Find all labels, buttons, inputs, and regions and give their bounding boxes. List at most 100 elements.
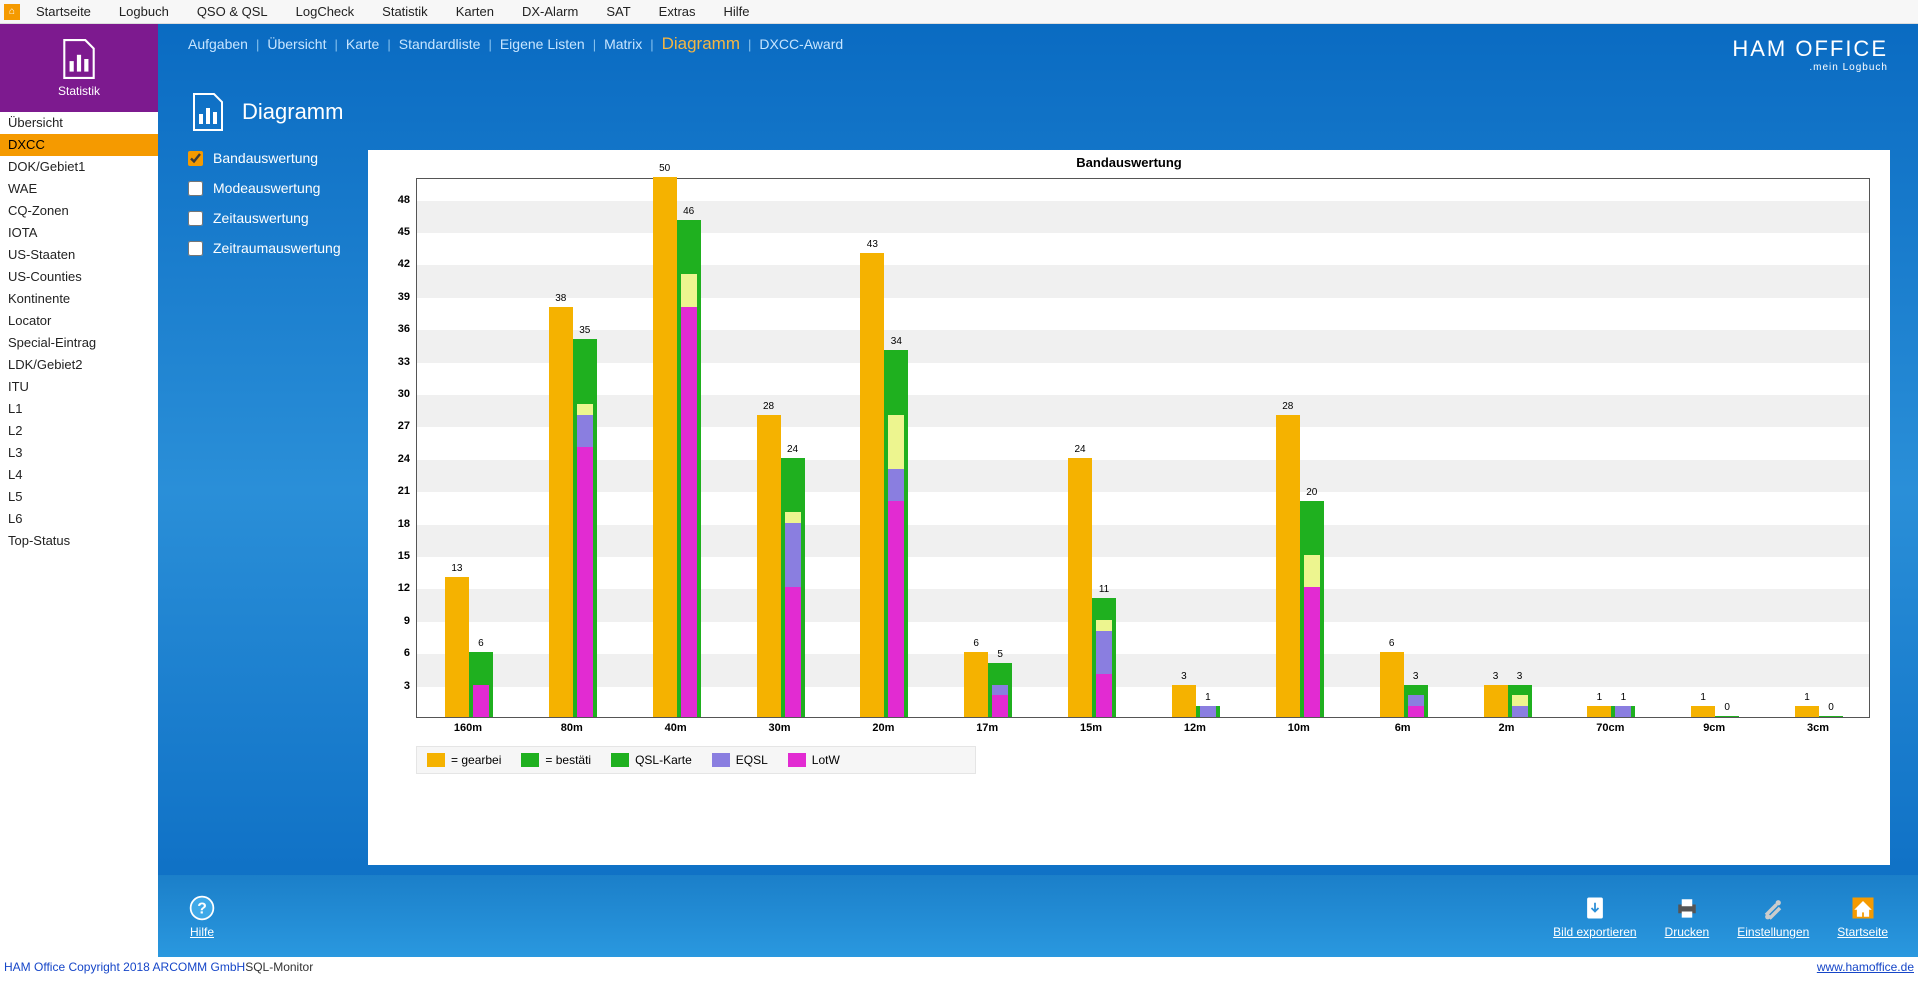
sql-monitor-label[interactable]: SQL-Monitor (245, 960, 313, 974)
ytick: 18 (398, 518, 410, 530)
bar: 35 (573, 339, 597, 717)
checkbox-zeitraumauswertung[interactable] (188, 241, 203, 256)
sidebar-item-special-eintrag[interactable]: Special-Eintrag (0, 332, 158, 354)
website-link[interactable]: www.hamoffice.de (1817, 960, 1914, 974)
bar-group: 10 (1691, 706, 1739, 717)
subnav-aufgaben[interactable]: Aufgaben (188, 36, 248, 52)
menu-karten[interactable]: Karten (442, 2, 508, 21)
check-zeitraumauswertung[interactable]: Zeitraumauswertung (188, 240, 368, 256)
bar-group: 33 (1484, 685, 1532, 717)
xcat: 9cm (1703, 722, 1725, 734)
menu-dx-alarm[interactable]: DX-Alarm (508, 2, 592, 21)
sidebar-item--bersicht[interactable]: Übersicht (0, 112, 158, 134)
sidebar-item-l2[interactable]: L2 (0, 420, 158, 442)
subnav-matrix[interactable]: Matrix (604, 36, 642, 52)
menu-extras[interactable]: Extras (645, 2, 710, 21)
sidebar-item-l6[interactable]: L6 (0, 508, 158, 530)
footer-settings-button[interactable]: Einstellungen (1737, 894, 1809, 939)
subnav--bersicht[interactable]: Übersicht (267, 36, 326, 52)
checkbox-zeitauswertung[interactable] (188, 211, 203, 226)
bar: 34 (884, 350, 908, 717)
sidebar-item-iota[interactable]: IOTA (0, 222, 158, 244)
footer-home-button[interactable]: Startseite (1837, 894, 1888, 939)
bar: 1 (1795, 706, 1819, 717)
sidebar-item-dxcc[interactable]: DXCC (0, 134, 158, 156)
sidebar-item-cq-zonen[interactable]: CQ-Zonen (0, 200, 158, 222)
sidebar-item-kontinente[interactable]: Kontinente (0, 288, 158, 310)
export-icon (1581, 894, 1609, 922)
bar: 50 (653, 177, 677, 717)
bar-group: 10 (1795, 706, 1843, 717)
sidebar-item-us-staaten[interactable]: US-Staaten (0, 244, 158, 266)
content-area: HAM OFFICE .mein Logbuch Aufgaben|Übersi… (158, 24, 1918, 957)
legend-item: LotW (788, 753, 840, 767)
xcat: 80m (561, 722, 583, 734)
ytick: 48 (398, 194, 410, 206)
ytick: 12 (398, 582, 410, 594)
bar-group: 4334 (860, 253, 908, 717)
home-icon[interactable]: ⌂ (4, 4, 20, 20)
check-bandauswertung[interactable]: Bandauswertung (188, 150, 368, 166)
legend-item: EQSL (712, 753, 768, 767)
sidebar-item-l1[interactable]: L1 (0, 398, 158, 420)
bar: 0 (1715, 716, 1739, 717)
bar-group: 2411 (1068, 458, 1116, 717)
subnav-dxcc-award[interactable]: DXCC-Award (759, 36, 843, 52)
legend-item: = bestäti (521, 753, 591, 767)
menu-qso-qsl[interactable]: QSO & QSL (183, 2, 282, 21)
bar: 3 (1172, 685, 1196, 717)
bar-group: 65 (964, 652, 1012, 717)
sidebar-item-l4[interactable]: L4 (0, 464, 158, 486)
bar: 6 (1380, 652, 1404, 717)
bar: 20 (1300, 501, 1324, 717)
xcat: 40m (665, 722, 687, 734)
ytick: 21 (398, 485, 410, 497)
bar-group: 3835 (549, 307, 597, 717)
bar: 1 (1196, 706, 1220, 717)
sidebar-item-ldk-gebiet2[interactable]: LDK/Gebiet2 (0, 354, 158, 376)
bar-group: 5046 (653, 177, 701, 717)
ytick: 15 (398, 550, 410, 562)
subnav-karte[interactable]: Karte (346, 36, 379, 52)
left-column: Statistik ÜbersichtDXCCDOK/Gebiet1WAECQ-… (0, 24, 158, 957)
bar: 24 (781, 458, 805, 717)
footer-help-button[interactable]: ?Hilfe (188, 894, 216, 939)
xcat: 2m (1499, 722, 1515, 734)
menu-startseite[interactable]: Startseite (22, 2, 105, 21)
check-zeitauswertung[interactable]: Zeitauswertung (188, 210, 368, 226)
page-chart-icon (188, 92, 228, 132)
menu-logcheck[interactable]: LogCheck (282, 2, 369, 21)
home-icon (1849, 894, 1877, 922)
subnav-diagramm[interactable]: Diagramm (662, 34, 740, 54)
menu-statistik[interactable]: Statistik (368, 2, 442, 21)
sidebar-item-us-counties[interactable]: US-Counties (0, 266, 158, 288)
footer-print-button[interactable]: Drucken (1665, 894, 1710, 939)
subnav-standardliste[interactable]: Standardliste (399, 36, 481, 52)
checkbox-bandauswertung[interactable] (188, 151, 203, 166)
section-icon-box: Statistik (0, 24, 158, 112)
menu-hilfe[interactable]: Hilfe (710, 2, 764, 21)
checkbox-modeauswertung[interactable] (188, 181, 203, 196)
bar: 28 (1276, 415, 1300, 717)
top-menu: ⌂ StartseiteLogbuchQSO & QSLLogCheckStat… (0, 0, 1918, 24)
bar: 46 (677, 220, 701, 717)
sidebar-item-dok-gebiet1[interactable]: DOK/Gebiet1 (0, 156, 158, 178)
sidebar-item-locator[interactable]: Locator (0, 310, 158, 332)
bar-group: 2824 (757, 415, 805, 717)
sidebar-item-l5[interactable]: L5 (0, 486, 158, 508)
bar: 11 (1092, 598, 1116, 717)
sidebar-item-l3[interactable]: L3 (0, 442, 158, 464)
subnav-eigene-listen[interactable]: Eigene Listen (500, 36, 585, 52)
footer-export-button[interactable]: Bild exportieren (1553, 894, 1636, 939)
sidebar-item-itu[interactable]: ITU (0, 376, 158, 398)
sidebar-item-top-status[interactable]: Top-Status (0, 530, 158, 552)
footer-action-bar: ?Hilfe Bild exportieren Drucken Einstellun… (158, 875, 1918, 957)
sidebar-item-wae[interactable]: WAE (0, 178, 158, 200)
check-modeauswertung[interactable]: Modeauswertung (188, 180, 368, 196)
ytick: 27 (398, 420, 410, 432)
menu-logbuch[interactable]: Logbuch (105, 2, 183, 21)
bar: 13 (445, 577, 469, 717)
menu-sat[interactable]: SAT (592, 2, 644, 21)
copyright: HAM Office Copyright 2018 ARCOMM GmbH (4, 960, 245, 974)
ytick: 30 (398, 388, 410, 400)
